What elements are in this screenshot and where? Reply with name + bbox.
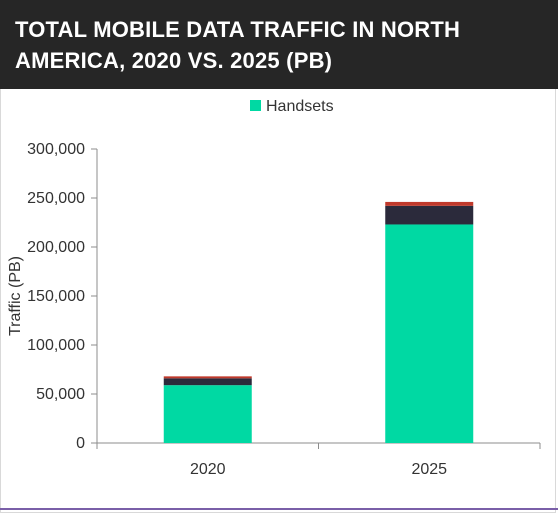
y-tick-label: 300,000: [27, 141, 85, 158]
y-tick-label: 50,000: [36, 386, 85, 403]
bar-2020-segment-2: [163, 376, 252, 379]
y-axis-label: Traffic (PB): [7, 256, 24, 336]
y-tick-label: 100,000: [27, 337, 85, 354]
bars: [163, 201, 474, 443]
y-tick-label: 250,000: [27, 190, 85, 207]
bar-2020-segment-0: [163, 385, 252, 443]
stacked-bar-chart: Handsets 0 50,000 100,000 150,000 200,000 250…: [7, 98, 541, 478]
chart-title: TOTAL MOBILE DATA TRAFFIC IN NORTH AMERI…: [15, 17, 461, 73]
bottom-border: [0, 508, 558, 510]
y-tick-label: 0: [76, 435, 85, 452]
bar-2020-segment-1: [163, 378, 252, 386]
bar-2025-segment-1: [385, 205, 474, 225]
y-tick-label: 150,000: [27, 288, 85, 305]
x-tick-label: 2025: [411, 461, 447, 478]
x-tick-label: 2020: [190, 461, 226, 478]
legend-label-0: Handsets: [266, 98, 334, 115]
legend-swatch-0: [250, 100, 261, 111]
y-tick-label: 200,000: [27, 239, 85, 256]
legend: Handsets: [250, 98, 334, 115]
bar-2025-segment-2: [385, 201, 474, 206]
chart-header: TOTAL MOBILE DATA TRAFFIC IN NORTH AMERI…: [0, 0, 558, 89]
axes: 0 50,000 100,000 150,000 200,000 250,000 300,0…: [27, 141, 541, 478]
bar-2025-segment-0: [385, 224, 474, 443]
